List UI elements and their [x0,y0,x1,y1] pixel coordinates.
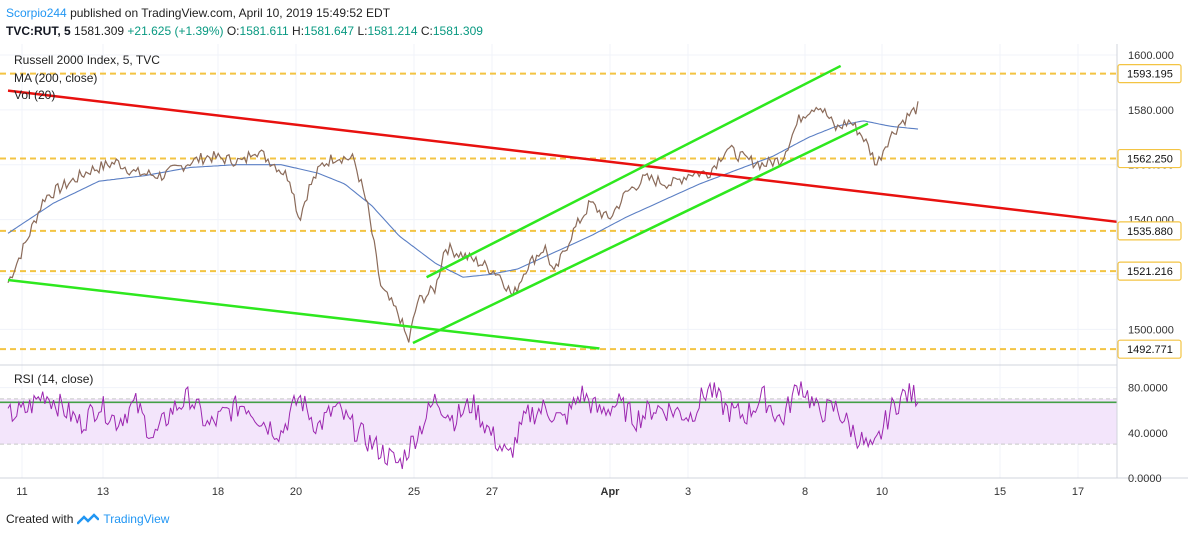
level-tags: 1593.195 1562.250 1535.880 1521.216 1492.771 [1117,64,1182,359]
level-tag-label: 1535.880 [1127,226,1173,238]
level-tag-box [1117,261,1182,281]
created-with-text: Created with [6,512,74,526]
price-series-line [7,101,919,343]
green-trend-line[interactable] [412,122,869,345]
time-tick-label: 25 [408,486,420,498]
level-tag-box [1117,148,1182,169]
time-tick-label: 13 [97,486,109,498]
time-tick-label: 20 [290,486,302,498]
high-label: H: [292,24,305,38]
level-tag-label: 1593.195 [1127,69,1173,81]
time-tick-label: 17 [1072,486,1084,498]
time-tick-label: 10 [876,486,888,498]
green-trend-line[interactable] [7,278,600,350]
ma-legend: MA (200, close) [14,71,97,85]
footer: Created with TradingView [6,512,169,526]
price-tick-label: 1600.000 [1128,50,1174,62]
author-name[interactable]: Scorpio244 [6,6,67,20]
rsi-band [0,398,1117,445]
price-tick-label: 1580.000 [1128,105,1174,117]
rsi-tick-label: 0.0000 [1128,473,1162,485]
vol-legend: Vol (20) [14,88,55,102]
level-tag-label: 1521.216 [1127,266,1173,278]
level-tag-label: 1562.250 [1127,154,1173,166]
time-tick-label: 3 [685,486,691,498]
level-tag-box [1117,64,1182,84]
time-tick-label: 27 [486,486,498,498]
time-tick-label: 18 [212,486,224,498]
open-value: 1581.611 [239,24,289,38]
rsi-axis[interactable]: 80.0000 40.0000 0.0000 [1128,383,1168,485]
pane-title: Russell 2000 Index, 5, TVC [14,53,160,67]
chart-header: Scorpio244 published on TradingView.com,… [6,4,483,40]
last-price: 1581.309 [74,24,125,38]
horizontal-levels [0,72,1117,351]
level-tag-box [1117,339,1182,359]
time-axis[interactable]: 11 13 18 20 25 27 Apr 3 8 10 15 17 [16,486,1084,498]
high-value: 1581.647 [304,24,355,38]
price-change: +21.625 (+1.39%) [127,24,224,38]
low-value: 1581.214 [367,24,418,38]
rsi-legend: RSI (14, close) [14,372,93,386]
rsi-tick-label: 80.0000 [1128,383,1168,395]
close-value: 1581.309 [432,24,483,38]
published-info: published on TradingView.com, April 10, … [70,6,391,20]
open-label: O: [226,24,240,38]
rsi-tick-label: 40.0000 [1128,428,1168,440]
level-tag-box [1117,221,1182,241]
time-tick-label: Apr [601,486,621,498]
time-tick-label: 8 [802,486,808,498]
low-label: L: [357,24,368,38]
green-trend-line[interactable] [426,64,842,279]
red-trend-line[interactable] [7,89,1118,224]
time-tick-label: 11 [16,486,27,498]
symbol-label: TVC:RUT, 5 [6,24,71,38]
price-tick-label: 1500.000 [1128,324,1174,336]
tradingview-brand-link[interactable]: TradingView [103,512,170,526]
tradingview-logo-icon [77,513,100,525]
level-tag-label: 1492.771 [1127,344,1173,356]
close-label: C: [420,24,433,38]
trend-lines[interactable] [7,64,1118,350]
rsi-line [7,381,919,470]
time-tick-label: 15 [994,486,1006,498]
